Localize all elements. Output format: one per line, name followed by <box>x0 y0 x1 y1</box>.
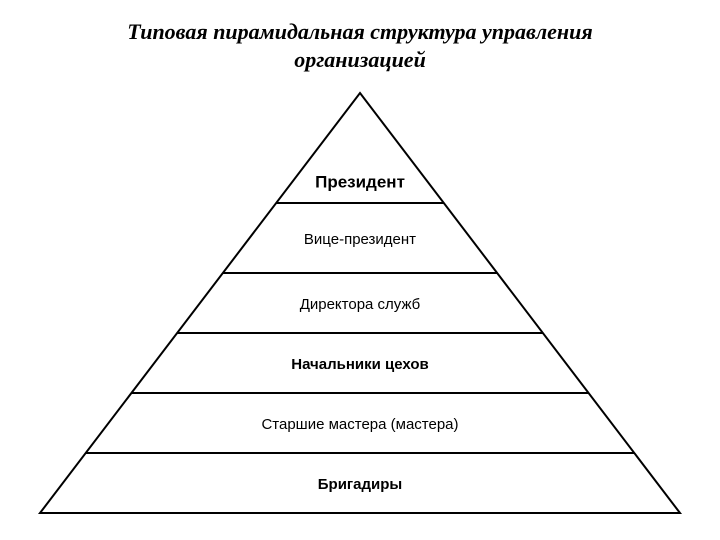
title-line-2: организацией <box>0 46 720 74</box>
pyramid-level-label-1: Вице-президент <box>304 231 416 248</box>
page-title: Типовая пирамидальная структура управлен… <box>0 0 720 73</box>
pyramid-diagram: Президент Вице-президент Директора служб На… <box>0 83 720 533</box>
pyramid-level-label-4: Старшие мастера (мастера) <box>261 416 458 433</box>
pyramid-container: Президент Вице-президент Директора служб На… <box>0 83 720 533</box>
pyramid-level-label-2: Директора служб <box>300 296 421 313</box>
pyramid-level-label-3: Начальники цехов <box>291 356 429 373</box>
title-line-1: Типовая пирамидальная структура управлен… <box>0 18 720 46</box>
pyramid-level-label-0: Президент <box>315 172 405 191</box>
pyramid-level-label-5: Бригадиры <box>318 476 402 493</box>
